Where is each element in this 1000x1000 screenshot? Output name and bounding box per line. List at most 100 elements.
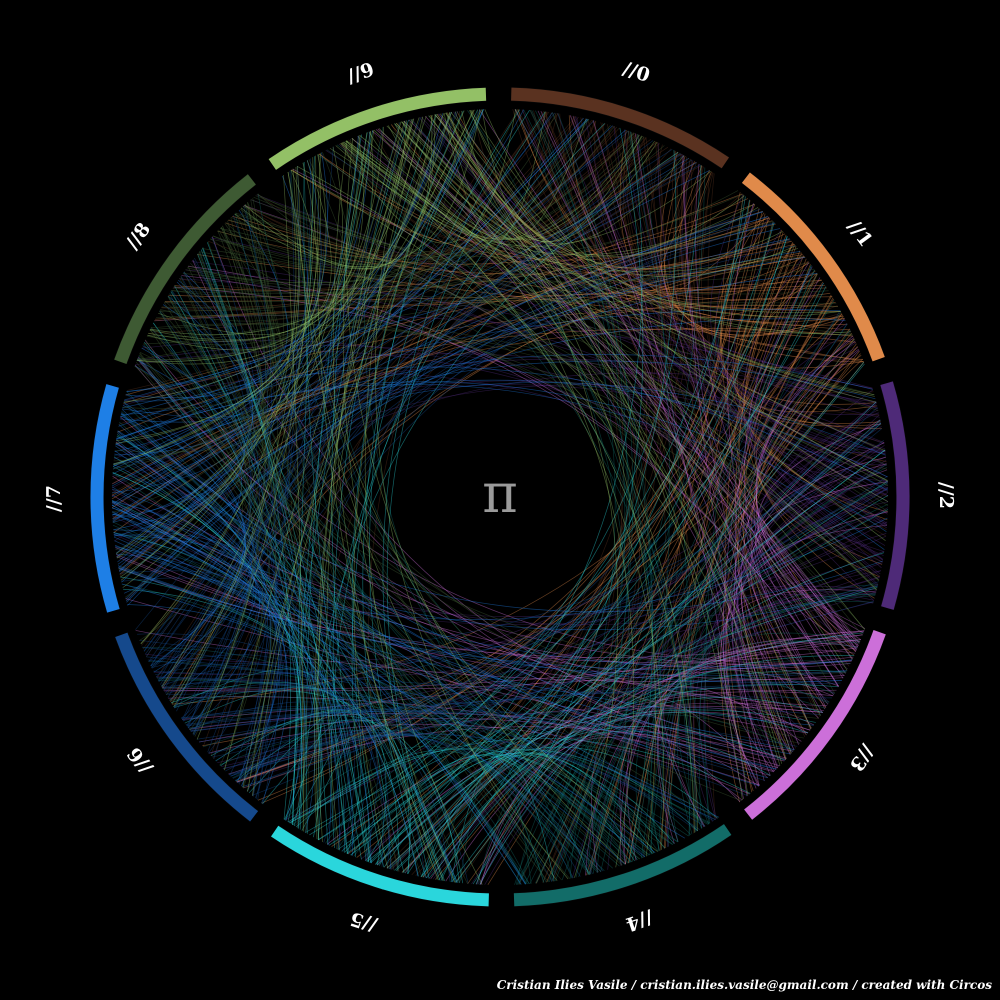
chord-link-664: [124, 216, 769, 401]
chord-link-884: [115, 154, 327, 444]
chord-link-539: [295, 748, 653, 854]
chord-link-647: [114, 131, 370, 453]
chord-link-631: [114, 271, 261, 456]
chord-link-739: [171, 132, 635, 298]
chord-link-548: [113, 533, 254, 681]
chord-link-187: [737, 501, 889, 744]
chord-link-831: [343, 141, 880, 581]
chord-link-669: [126, 228, 781, 603]
chord-link-616: [230, 732, 581, 877]
chord-link-44: [401, 151, 678, 873]
chord-link-750: [235, 212, 888, 512]
chord-link-216: [145, 492, 889, 663]
chord-link-16: [680, 158, 887, 463]
chord-link-104: [738, 242, 812, 729]
chord-link-35: [570, 115, 696, 833]
chord-link-836: [346, 140, 886, 541]
chord-link-112: [586, 250, 801, 876]
chord-link-878: [161, 131, 371, 688]
chord-link-48: [421, 141, 662, 878]
chord-link-477: [152, 322, 303, 829]
chord-link-197: [692, 456, 887, 829]
chord-link-134: [261, 229, 782, 804]
chord-link-658: [111, 129, 626, 487]
chord-link-587: [207, 215, 768, 753]
chord-link-120: [455, 258, 807, 883]
chord-link-488: [351, 110, 464, 868]
chord-link-434: [518, 585, 878, 885]
chord-link-556: [211, 237, 277, 796]
chord-link-182: [736, 486, 888, 750]
chord-link-76: [148, 161, 697, 334]
chord-link-537: [378, 752, 666, 866]
chord-link-798: [222, 225, 276, 792]
chord-link-164: [390, 124, 831, 301]
chord-link-749: [253, 196, 815, 282]
chord-link-703: [127, 604, 392, 870]
chord-link-90: [714, 212, 877, 405]
chord-link-677: [112, 354, 873, 475]
chord-link-294: [135, 630, 845, 682]
chord-link-273: [619, 691, 815, 865]
chord-link-259: [585, 118, 886, 455]
chord-link-610: [228, 733, 700, 830]
chord-link-773: [198, 252, 554, 882]
chord-link-803: [118, 212, 272, 570]
chord-link-351: [757, 423, 882, 634]
chord-link-636: [125, 209, 288, 399]
chord-link-712: [111, 488, 288, 804]
chord-link-776: [149, 329, 667, 848]
chord-link-248: [453, 111, 886, 450]
chord-link-70: [161, 127, 620, 311]
chord-link-189: [732, 450, 886, 769]
chord-link-296: [189, 712, 787, 759]
chord-link-784: [134, 365, 399, 872]
chord-link-774: [145, 339, 602, 872]
chord-link-57: [171, 139, 651, 704]
chord-link-147: [112, 328, 854, 485]
chord-link-209: [471, 463, 887, 885]
chord-link-871: [247, 111, 452, 792]
chord-link-238: [141, 340, 878, 587]
chord-link-87: [403, 113, 558, 239]
chord-link-643: [117, 135, 359, 565]
chord-link-715: [112, 513, 260, 728]
chord-link-262: [750, 330, 888, 482]
chord-link-101: [735, 242, 794, 755]
chord-link-230: [179, 278, 889, 493]
chord-link-417: [535, 110, 630, 881]
chord-link-692: [117, 430, 522, 885]
chord-link-359: [731, 442, 885, 772]
chord-link-64: [112, 111, 544, 480]
chord-link-131: [236, 246, 797, 783]
chord-link-823: [469, 110, 841, 317]
chord-link-136: [162, 256, 806, 689]
chord-link-598: [196, 407, 878, 740]
chord-link-791: [159, 309, 251, 702]
chord-link-318: [137, 356, 809, 734]
chord-link-607: [147, 659, 832, 699]
chord-link-546: [115, 548, 282, 783]
center-disc: [439, 431, 561, 553]
chord-link-745: [171, 221, 774, 294]
chord-link-544: [116, 437, 246, 669]
chord-link-3: [554, 112, 863, 360]
chord-link-899: [149, 135, 364, 341]
chord-link-132: [202, 353, 861, 747]
chord-link-480: [369, 109, 479, 879]
chord-link-303: [116, 554, 858, 663]
chord-link-489: [303, 162, 362, 860]
chord-link-135: [171, 298, 834, 705]
chord-link-710: [123, 401, 272, 783]
chord-link-84: [339, 120, 596, 241]
chord-link-299: [228, 705, 823, 775]
chord-link-68: [116, 111, 548, 557]
chord-link-720: [146, 138, 358, 346]
chord-link-380: [119, 421, 678, 843]
chord-link-542: [113, 457, 283, 799]
chord-link-371: [232, 734, 629, 864]
chord-link-28: [614, 126, 850, 667]
chord-link-356: [720, 511, 888, 786]
chord-link-96: [733, 273, 878, 413]
chord-link-358: [755, 481, 888, 629]
